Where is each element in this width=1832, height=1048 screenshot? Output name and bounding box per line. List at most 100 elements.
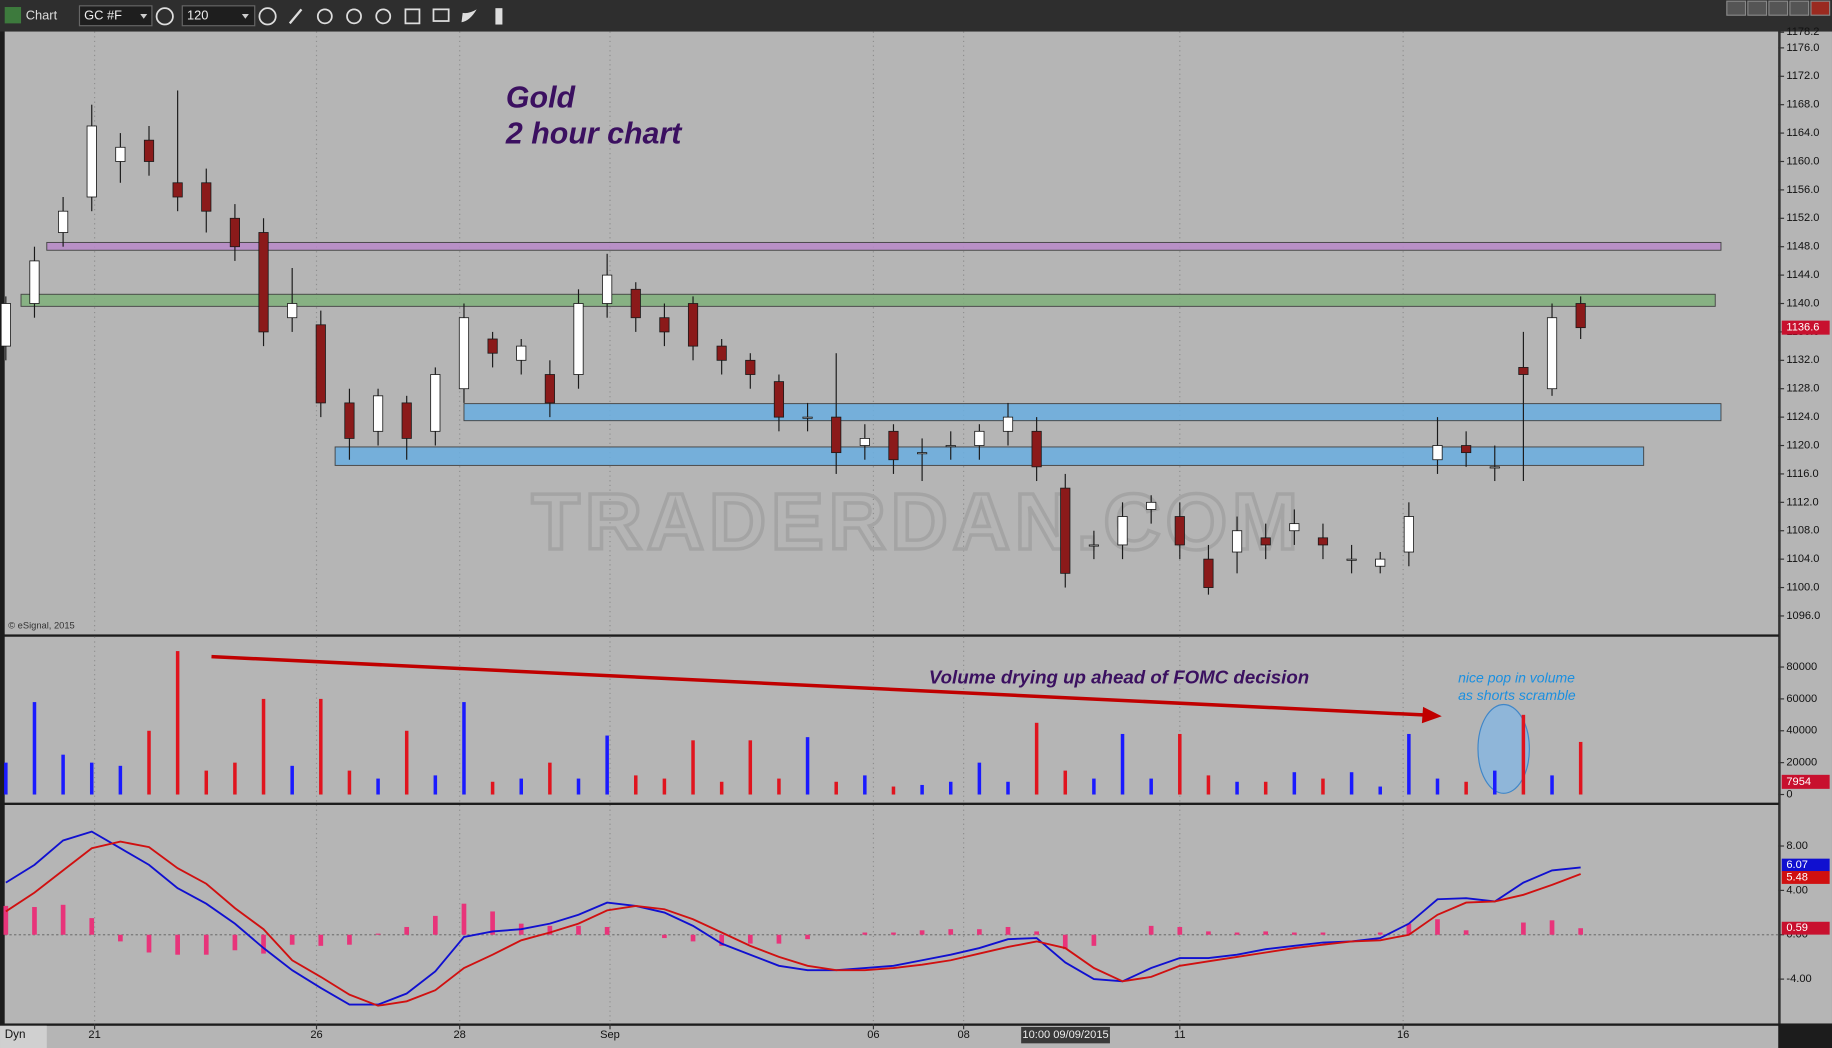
y-tick-label: 20000 — [1786, 757, 1817, 769]
y-tick-label: 1112.0 — [1786, 496, 1818, 508]
candle-body — [1575, 303, 1586, 329]
last-price-box — [1781, 320, 1830, 335]
x-tick-label: Sep — [600, 1029, 620, 1041]
close-button[interactable] — [1810, 0, 1831, 16]
tag-button[interactable] — [404, 8, 421, 25]
trend-arrowhead — [1421, 706, 1442, 724]
histogram-bar — [1377, 932, 1383, 935]
comment-button[interactable] — [432, 8, 450, 22]
time-axis — [4, 1025, 1779, 1048]
histogram-bar — [232, 934, 238, 951]
histogram-bar — [375, 933, 381, 935]
candle-body — [1060, 487, 1071, 574]
settings-button[interactable] — [155, 7, 174, 26]
minimize-button[interactable] — [1768, 0, 1789, 16]
candle-body — [0, 303, 11, 347]
y-tick-label: 0 — [1786, 788, 1792, 800]
histogram-bar — [1406, 923, 1412, 935]
candle-body — [573, 303, 584, 375]
last-value-box — [1781, 858, 1830, 872]
histogram-bar — [203, 934, 209, 955]
mode-label: Dyn — [5, 1028, 26, 1041]
annotation-note: nice pop in volume — [1458, 670, 1575, 686]
candle-body — [487, 338, 498, 354]
interval-input[interactable] — [181, 5, 256, 27]
zone — [334, 446, 1645, 466]
volume-bar — [4, 762, 8, 795]
histogram-bar — [89, 918, 95, 935]
symbol-text[interactable]: GC #F — [84, 8, 122, 23]
y-tick-label: -4.00 — [1786, 973, 1811, 985]
mode-box — [0, 1025, 47, 1048]
y-tick-label: 1128.0 — [1786, 383, 1819, 395]
volume-bar — [32, 702, 37, 795]
candle-body — [745, 359, 756, 375]
histogram-bar — [1148, 925, 1154, 935]
chart-title: Gold — [506, 81, 577, 114]
candle-body — [344, 402, 355, 439]
y-tick-label: 1120.0 — [1786, 439, 1819, 451]
link-button[interactable] — [375, 8, 392, 25]
volume-bar — [319, 698, 323, 795]
candle-body — [29, 260, 40, 304]
window-title: Chart — [26, 8, 58, 23]
histogram-bar — [1034, 931, 1039, 935]
histogram-bar — [576, 925, 581, 935]
pin-button[interactable] — [1747, 0, 1768, 16]
volume-bar — [1092, 778, 1096, 795]
candle-body — [687, 303, 699, 347]
histogram-bar — [1234, 932, 1240, 935]
volume-bar — [1378, 786, 1382, 795]
interval-text[interactable]: 120 — [187, 8, 208, 23]
volume-bar — [404, 730, 409, 795]
volume-bar — [777, 778, 781, 795]
candle-body — [458, 317, 470, 390]
candle-body — [1146, 501, 1157, 510]
symbol-input[interactable] — [78, 5, 153, 27]
draw-button[interactable] — [288, 8, 303, 25]
histogram-bar — [862, 932, 868, 935]
histogram-bar — [1062, 934, 1068, 950]
macd-line — [5, 840, 1581, 1007]
dropdown-arrow[interactable] — [241, 14, 249, 19]
refresh-button[interactable] — [316, 8, 333, 25]
histogram-bar — [1091, 934, 1097, 946]
volume-bar — [290, 765, 294, 795]
y-tick-label: 1178.2 — [1786, 26, 1819, 38]
clock-button[interactable] — [258, 7, 277, 26]
candle-body — [1260, 537, 1271, 546]
histogram-bar — [404, 926, 410, 935]
volume-bar — [576, 778, 581, 795]
histogram-bar — [289, 934, 295, 945]
credit: © eSignal, 2015 — [8, 621, 75, 631]
candle-body — [1461, 445, 1472, 454]
volume-bar — [920, 784, 924, 795]
candle-body — [1489, 466, 1500, 469]
volume-bar — [719, 781, 724, 795]
twitter-button[interactable] — [461, 9, 477, 23]
volume-bar — [233, 762, 237, 795]
histogram-bar — [60, 904, 66, 935]
volume-bar — [1120, 733, 1125, 795]
volume-bar — [805, 737, 810, 795]
volume-bar — [175, 651, 180, 795]
macd-line — [5, 830, 1581, 1006]
histogram-bar — [1177, 926, 1183, 935]
last-value-label: 6.07 — [1786, 859, 1808, 871]
candle-body — [1117, 516, 1128, 546]
maximize-button[interactable] — [1789, 0, 1810, 16]
x-tick-label: 21 — [88, 1029, 100, 1041]
candle-body — [430, 374, 441, 432]
play-button[interactable] — [346, 8, 362, 25]
dropdown-arrow[interactable] — [140, 14, 148, 19]
histogram-bar — [1463, 930, 1469, 935]
facebook-button[interactable] — [495, 8, 503, 25]
volume-bar — [147, 730, 151, 795]
volume-bar — [1292, 772, 1297, 795]
help-button[interactable] — [1726, 0, 1747, 16]
volume-bar — [605, 735, 609, 795]
candle-body — [1346, 558, 1357, 561]
last-price-label: 1136.6 — [1786, 322, 1819, 334]
histogram-bar — [490, 911, 495, 935]
